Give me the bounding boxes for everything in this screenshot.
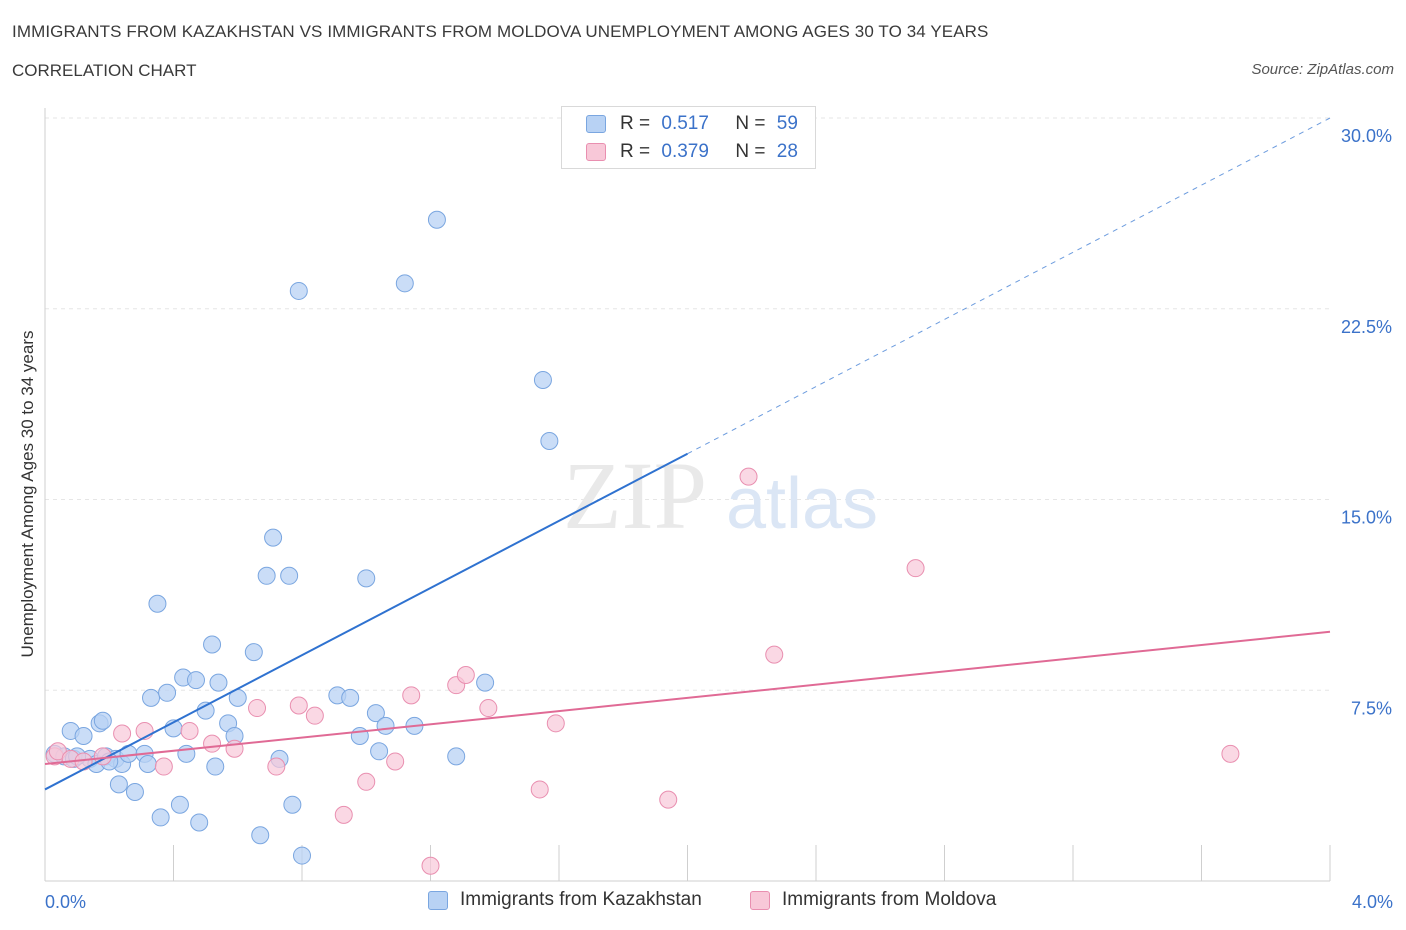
kazakhstan-point [366, 704, 385, 723]
moldova-trend-line [44, 630, 1331, 766]
moldova-point [386, 752, 405, 771]
moldova-legend-label: Immigrants from Moldova [782, 889, 997, 910]
moldova-r-value: 0.379 [661, 141, 709, 162]
moldova-point [456, 665, 475, 684]
kazakhstan-point [357, 569, 376, 588]
kazakhstan-point [190, 813, 209, 832]
moldova-point [421, 856, 440, 875]
kazakhstan-point [244, 643, 263, 662]
grid-lines [45, 117, 1330, 691]
moldova-point [305, 706, 324, 725]
kazakhstan-point [476, 673, 495, 692]
moldova-n-value: 28 [776, 141, 798, 162]
kazakhstan-trend-extension [687, 117, 1331, 455]
kazakhstan-point [138, 755, 157, 774]
moldova-point [154, 757, 173, 776]
kazakhstan-n-value: 59 [776, 113, 798, 134]
kazakhstan-point [109, 775, 128, 794]
kazakhstan-point [395, 274, 414, 293]
kazakhstan-point [427, 210, 446, 229]
kazakhstan-point [533, 370, 552, 389]
moldova-point [479, 699, 498, 718]
kazakhstan-point [203, 635, 222, 654]
moldova-point [203, 734, 222, 753]
kazakhstan-point [209, 673, 228, 692]
moldova-point [289, 696, 308, 715]
axes [44, 108, 1331, 882]
y-tick-label-3: 30.0% [1341, 126, 1392, 146]
kazakhstan-point [376, 716, 395, 735]
x-tick-label-0: 0.0% [45, 892, 86, 912]
tick-labels: 7.5% 15.0% 22.5% 30.0% 0.0% 4.0% [45, 126, 1393, 912]
moldova-point [225, 739, 244, 758]
y-tick-label-0: 7.5% [1351, 698, 1392, 718]
kazakhstan-point [142, 688, 161, 707]
moldova-points [45, 467, 1240, 875]
kazakhstan-point [280, 566, 299, 585]
kazakhstan-point [151, 808, 170, 827]
kazakhstan-point [251, 826, 270, 845]
kazakhstan-point [293, 846, 311, 865]
legend-item-kazakhstan: Immigrants from Kazakhstan [428, 889, 702, 911]
kazakhstan-n-label: N = [735, 113, 771, 134]
moldova-point [180, 721, 199, 740]
legend-row-moldova: R = 0.379 N = 28 [586, 141, 798, 163]
moldova-point [739, 467, 758, 486]
kazakhstan-point [264, 528, 283, 547]
kazakhstan-point [74, 727, 93, 746]
kazakhstan-point [289, 281, 308, 300]
kazakhstan-point [158, 683, 177, 702]
moldova-point [113, 724, 132, 743]
moldova-point [267, 757, 286, 776]
moldova-point [1221, 744, 1240, 763]
moldova-legend-swatch [750, 890, 770, 910]
chart-subtitle: CORRELATION CHART [12, 61, 197, 80]
kazakhstan-point [341, 688, 360, 707]
moldova-point [546, 714, 565, 733]
zipatlas-watermark: ZIP atlas [563, 442, 878, 549]
moldova-point [659, 790, 678, 809]
kazakhstan-point [540, 432, 559, 451]
kazakhstan-point [148, 594, 167, 613]
moldova-n-label: N = [735, 141, 771, 162]
legend-row-kazakhstan: R = 0.517 N = 59 [586, 113, 798, 135]
moldova-point [334, 805, 353, 824]
watermark-zip: ZIP [563, 442, 707, 549]
source-label: Source: ZipAtlas.com [1251, 61, 1394, 78]
y-tick-label-2: 22.5% [1341, 317, 1392, 337]
moldova-r-label: R = [620, 141, 656, 162]
kazakhstan-point [206, 757, 225, 776]
trend-lines [44, 117, 1331, 791]
kazakhstan-point [257, 566, 276, 585]
kazakhstan-point [170, 795, 189, 814]
kazakhstan-point [447, 747, 466, 766]
chart-title: IMMIGRANTS FROM KAZAKHSTAN VS IMMIGRANTS… [12, 22, 989, 41]
x-tick-label-1: 4.0% [1352, 892, 1393, 912]
kazakhstan-legend-swatch [428, 890, 448, 910]
moldova-point [248, 699, 267, 718]
moldova-point [906, 559, 925, 578]
y-tick-label-1: 15.0% [1341, 508, 1392, 528]
kazakhstan-point [283, 795, 302, 814]
kazakhstan-point [93, 711, 112, 730]
moldova-swatch [586, 143, 606, 161]
kazakhstan-point [370, 742, 389, 761]
moldova-point [530, 780, 549, 799]
kazakhstan-trend-line [44, 452, 688, 791]
moldova-point [765, 645, 784, 664]
kazakhstan-legend-label: Immigrants from Kazakhstan [460, 889, 702, 910]
stats-legend: R = 0.517 N = 59 R = 0.379 N = 28 [561, 106, 816, 169]
moldova-point [357, 772, 376, 791]
y-axis-label: Unemployment Among Ages 30 to 34 years [18, 330, 37, 658]
kazakhstan-swatch [586, 115, 606, 133]
kazakhstan-r-label: R = [620, 113, 656, 134]
kazakhstan-point [186, 671, 205, 690]
legend-item-moldova: Immigrants from Moldova [750, 889, 996, 911]
kazakhstan-point [125, 782, 144, 801]
kazakhstan-r-value: 0.517 [661, 113, 709, 134]
moldova-point [402, 686, 421, 705]
